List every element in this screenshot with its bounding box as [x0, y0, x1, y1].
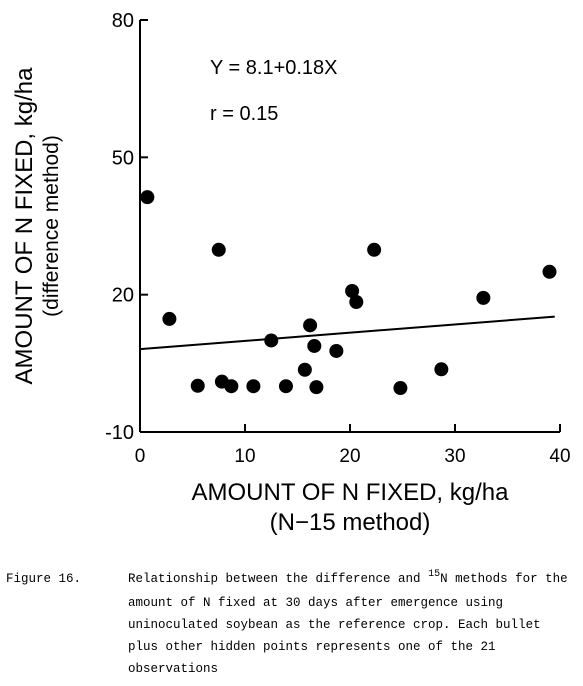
caption-line: observations: [128, 662, 218, 676]
point: [345, 284, 360, 299]
point: [367, 242, 382, 257]
point: [278, 379, 293, 394]
y-tick-label: -10: [105, 422, 134, 444]
x-tick-label: 40: [549, 446, 570, 467]
point: [434, 362, 449, 377]
point: [393, 381, 408, 396]
fit-line: [139, 315, 555, 351]
x-label-sub: (N−15 method): [270, 509, 431, 536]
equation: Y = 8.1+0.18X: [210, 57, 338, 79]
caption-line: amount of N fixed at 30 days after emerg…: [128, 596, 503, 610]
caption-line: plus other hidden points represents one …: [128, 640, 496, 654]
point: [211, 242, 226, 257]
x-tick-label: 0: [135, 446, 146, 467]
point: [140, 190, 155, 205]
point: [264, 333, 279, 348]
point: [476, 290, 491, 305]
caption-line: Relationship between the difference and …: [128, 569, 568, 586]
point: [349, 294, 364, 309]
point: [303, 318, 318, 333]
y-label-sub: (difference method): [40, 135, 63, 317]
r-value: r = 0.15: [210, 103, 278, 125]
caption-text: N methods for the: [440, 572, 568, 586]
y-tick-label: 80: [112, 10, 134, 32]
caption-sup: 15: [428, 569, 440, 580]
y-tick-label: 20: [112, 285, 134, 307]
y-label: AMOUNT OF N FIXED, kg/ha: [11, 67, 38, 385]
x-tick-label: 10: [234, 446, 255, 467]
caption-line: uninoculated soybean as the reference cr…: [128, 618, 541, 632]
point: [190, 378, 205, 393]
point: [329, 343, 344, 358]
point: [224, 379, 239, 394]
point: [162, 311, 177, 326]
x-tick-label: 30: [444, 446, 465, 467]
point: [307, 338, 322, 353]
x-label: AMOUNT OF N FIXED, kg/ha: [192, 479, 510, 506]
y-tick-label: 50: [112, 147, 134, 169]
x-tick-label: 20: [339, 446, 360, 467]
point: [297, 362, 312, 377]
caption-text: Relationship between the difference and: [128, 572, 428, 586]
point: [542, 264, 557, 279]
point: [246, 379, 261, 394]
caption-label: Figure 16.: [6, 572, 81, 586]
point: [309, 380, 324, 395]
